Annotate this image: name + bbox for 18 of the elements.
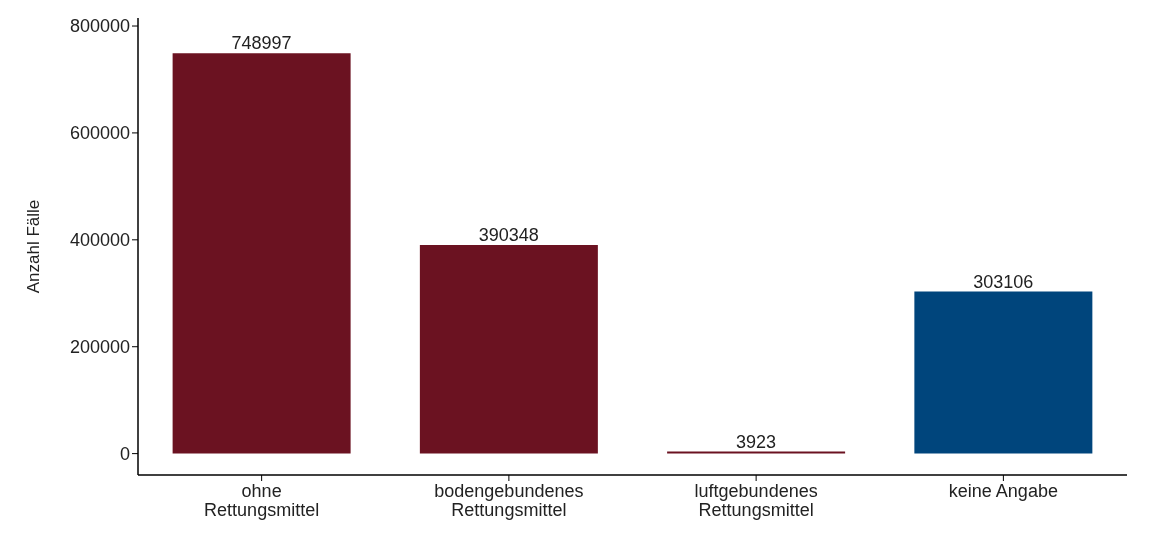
bar (667, 451, 846, 454)
x-tick-label: ohne Rettungsmittel (204, 481, 320, 520)
y-axis-title: Anzahl Fälle (24, 199, 44, 294)
x-tick-label: keine Angabe (948, 481, 1058, 501)
data-label: 390348 (478, 224, 539, 245)
x-tick-label: bodengebundenes Rettungsmittel (434, 481, 584, 520)
bar (172, 53, 351, 454)
data-label: 3923 (736, 431, 777, 452)
y-tick-label: 400000 (69, 230, 130, 251)
y-tick-label: 600000 (69, 123, 130, 144)
x-tick-label: luftgebundenes Rettungsmittel (694, 481, 818, 520)
bar (419, 244, 598, 454)
y-tick-label: 800000 (69, 16, 130, 37)
bar (914, 291, 1093, 454)
data-label: 303106 (973, 271, 1034, 292)
data-label: 748997 (231, 33, 292, 54)
y-tick-label: 0 (119, 444, 130, 465)
y-tick-label: 200000 (69, 337, 130, 358)
